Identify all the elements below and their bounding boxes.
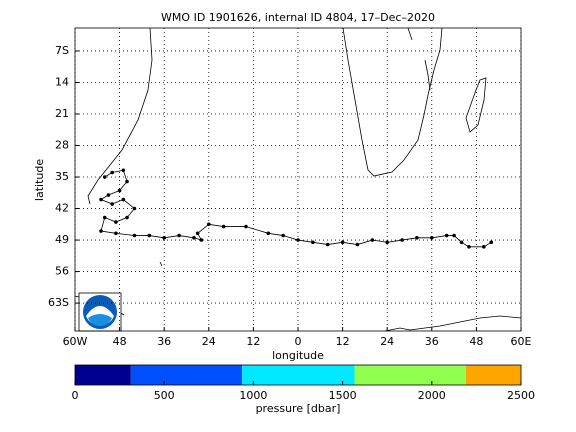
track-point [311,240,315,245]
colorbar-segment [354,365,466,385]
track-point [102,175,107,179]
y-tick-label: 49 [55,233,69,246]
track-point [340,240,345,245]
track-point [489,240,494,245]
coastline [342,27,443,177]
logo-wave [88,314,112,327]
x-tick-label: 60W [63,335,88,348]
track-point [452,233,456,238]
coastline [407,27,431,91]
x-tick-label: 12 [246,335,260,348]
coastline [384,315,522,332]
track-point [355,242,360,247]
track-point [467,245,471,249]
track-point [325,242,330,247]
plot-frame [74,27,522,332]
colorbar-tick-label: 1500 [329,389,357,402]
track-point [117,188,122,193]
colorbar-tick-label: 2500 [507,389,535,402]
colorbar-tick-label: 0 [72,389,79,402]
track-point [244,224,248,229]
track-point [482,245,486,249]
x-tick-label: 0 [295,335,302,348]
x-tick-label: 36 [157,335,171,348]
track-point [114,231,118,236]
track-point [296,238,300,242]
colorbar-segment [130,365,243,385]
coastline [465,77,487,133]
track-point [266,231,271,236]
track-point [121,168,126,173]
noaa-logo [78,292,122,332]
track-point [199,238,204,242]
y-tick-label: 63S [48,296,69,309]
track-point [281,233,285,238]
x-tick-label: 24 [202,335,216,348]
colorbar-segment [75,365,131,385]
track-point [121,197,126,202]
track-point [415,236,419,240]
track-point [192,236,196,240]
track-point [430,236,434,240]
track-point [385,240,390,245]
x-tick-label: 60E [511,335,532,348]
x-tick-label: 24 [380,335,394,348]
y-tick-label: 14 [55,75,69,88]
x-tick-label: 48 [113,335,127,348]
track-point [444,233,449,238]
track-point [195,231,200,236]
colorbar-tick-label: 500 [154,389,175,402]
x-axis-label: longitude [272,349,324,362]
x-tick-label: 12 [336,335,350,348]
track-point [106,193,111,197]
track-point [162,236,166,240]
track-point [370,238,375,242]
y-tick-label: 56 [55,265,69,278]
y-tick-label: 28 [55,139,69,152]
colorbar-frame [74,364,522,386]
track-point [99,197,103,202]
y-axis-label: latitude [33,159,46,201]
colorbar-tick-label: 1000 [239,389,267,402]
chart-title: WMO ID 1901626, internal ID 4804, 17–Dec… [161,11,435,24]
y-tick-label: 21 [55,107,69,120]
y-tick-label: 42 [55,202,69,215]
y-tick-label: 35 [55,170,69,183]
coastline [87,27,153,205]
y-tick-label: 7S [55,44,69,57]
track-point [400,238,404,242]
track-point [102,215,107,220]
track-point [207,222,211,227]
track-point [110,202,114,206]
track-point [125,215,129,220]
x-tick-label: 36 [425,335,439,348]
track-point [110,170,114,175]
colorbar-label: pressure [dbar] [256,402,341,415]
track-point [459,240,464,245]
track-point [132,206,137,211]
track-point [99,229,103,233]
colorbar-tick-label: 2000 [418,389,446,402]
track-point [125,179,129,184]
coastlines [74,27,522,332]
track-point [147,233,152,238]
track-point [114,220,118,224]
track-point [177,233,181,238]
x-tick-label: 48 [469,335,483,348]
track-point [221,224,226,229]
colorbar-segment [465,365,521,385]
colorbar-segment [242,365,355,385]
track-point [132,233,137,238]
